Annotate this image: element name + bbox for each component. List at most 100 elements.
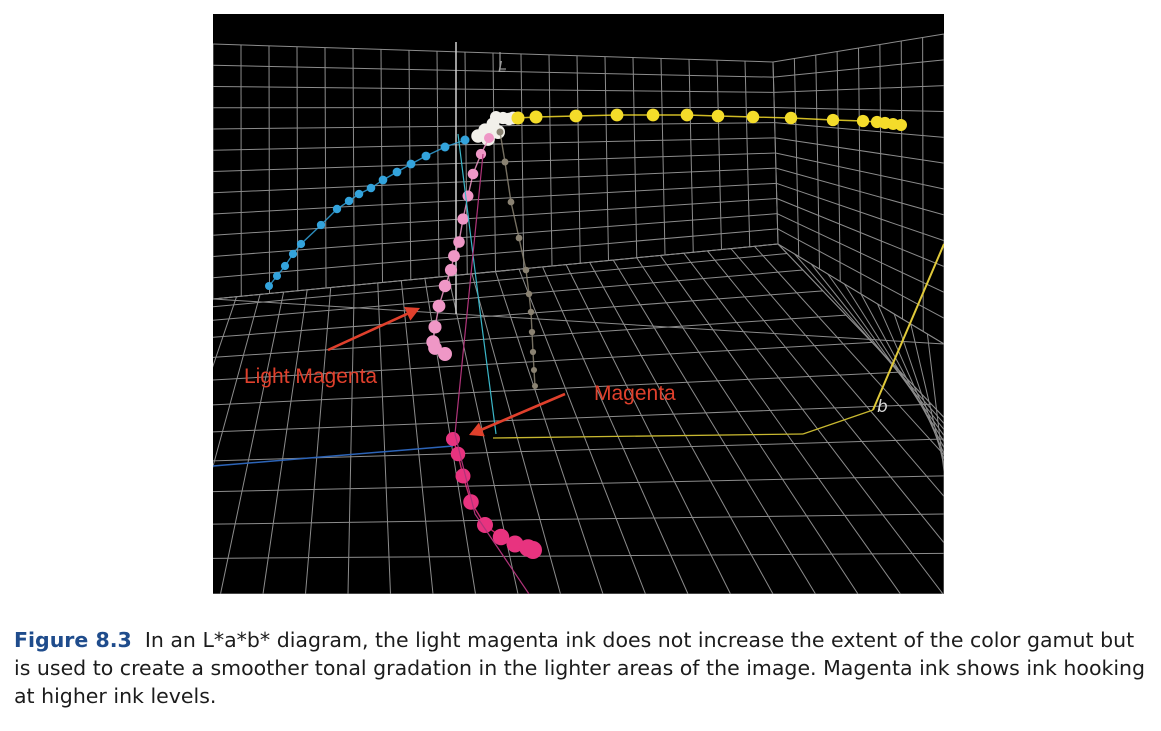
floor-grid-line [777,243,944,419]
light-magenta-point [444,263,458,277]
black-ink-point [507,198,515,206]
floor-grid-line [213,253,788,308]
cyan-point [392,167,402,177]
light-magenta-point [428,320,442,334]
floor-grid-line [213,475,944,493]
back-grid-line [213,86,774,93]
floor-grid-line [213,513,944,525]
right-grid-line [777,228,944,319]
right-grid-line [775,152,944,190]
floor-grid-line [213,371,901,406]
black-ink-point [530,366,538,374]
black-ink-point [522,266,530,274]
caption-text: In an L*a*b* diagram, the light magenta … [14,628,1146,708]
right-grid-line [776,213,944,293]
magenta-point [450,446,466,462]
light-magenta-point [467,168,479,180]
magenta-track-line [454,153,530,594]
floor-grid-line [926,333,944,476]
floor-grid-line [730,248,944,498]
magenta-point [524,541,542,559]
light-magenta-point [457,213,469,225]
floor-grid-line [377,282,391,594]
grid-floor [213,243,944,594]
floor-grid-line [893,313,944,462]
black-ink-point [532,383,538,389]
black-ink-point [528,328,536,336]
cyan-point [344,196,354,206]
annotation-arrows [327,306,566,437]
floor-grid-line [565,264,731,594]
floor-grid-line [910,323,944,468]
floor-grid-line [220,292,285,594]
magenta-arrow-shaft [481,392,566,431]
light-magenta-point [462,190,474,202]
cyan-point [288,249,298,259]
axis-b-vertical [872,243,944,411]
axis-b-near [492,433,804,439]
back-grid-line [213,182,777,215]
right-grid-line [776,182,944,242]
cyan-point [265,282,273,290]
grid-right-wall [772,33,944,345]
floor-grid-line [400,280,434,594]
floor-grid-line [777,243,944,419]
yellow-point [610,108,624,122]
cyan-line [268,139,466,287]
right-grid-line [775,167,944,216]
floor-grid-line [262,289,308,594]
magenta-label: Magenta [594,382,676,405]
yellow-point [826,113,840,127]
floor-grid-line [213,269,803,321]
light-magenta-point [484,133,494,143]
right-grid-line [773,85,944,93]
right-grid-line [774,107,944,112]
light-magenta-point [438,347,452,361]
axes [213,42,944,467]
floor-grid-line [589,262,774,594]
yellow-point [711,109,725,123]
floor-grid-line [213,290,823,338]
figure-caption: Figure 8.3 In an L*a*b* diagram, the lig… [14,626,1149,710]
magenta-arrow-head [469,422,485,437]
figure-number: Figure 8.3 [14,628,132,652]
back-grid-line [213,167,776,194]
floor-grid-line [213,552,944,559]
black-ink-point [527,308,535,316]
right-grid-line [772,33,944,63]
magenta-point [506,535,524,553]
yellow-point [569,109,583,123]
floor-grid-line [518,269,646,594]
floor-grid-line [754,245,944,456]
lab-3d-plot: L b [213,33,944,594]
back-grid-line [213,64,774,78]
floor-grid-line [213,294,261,469]
yellow-point [529,110,543,124]
back-grid-line [213,228,778,279]
cyan-point [272,271,282,281]
floor-grid-line [213,296,238,368]
cyan-point [316,220,326,230]
light-magenta-label: Light Magenta [244,365,378,388]
floor-grid-line [794,253,944,425]
light-magenta-point [428,341,442,355]
yellow-point [646,108,660,122]
magenta-point [463,494,479,510]
black-ink-point [525,290,533,298]
black-ink-point [496,128,504,136]
ink-series [265,108,907,594]
cyan-point [460,135,470,145]
floor-grid-line [347,285,355,594]
right-grid-line [773,59,944,78]
back-grid-line [213,137,776,151]
grid-back-wall [213,43,779,300]
cyan-point [280,261,290,271]
cyan-point [354,189,364,199]
floor-grid-line [659,255,901,594]
right-grid-line [776,198,944,267]
axis-l-label: L [498,58,506,76]
light-magenta-point [448,250,460,262]
floor-grid-line [213,243,779,300]
floor-grid-line [843,283,944,443]
light-magenta-point [453,236,465,248]
